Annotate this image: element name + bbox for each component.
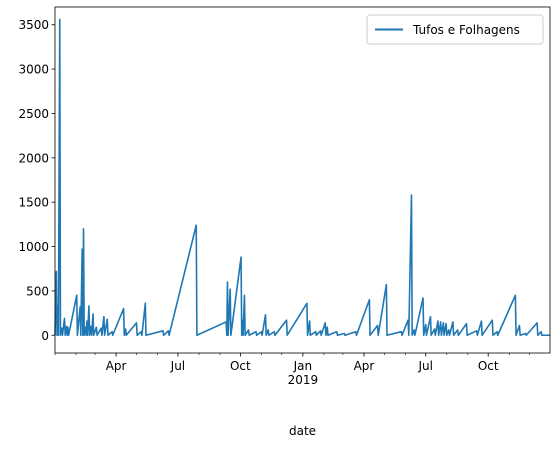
y-tick-label: 3500 — [18, 18, 49, 32]
y-tick-label: 2000 — [18, 151, 49, 165]
plot-area — [55, 7, 550, 353]
x-tick-label: Oct — [478, 359, 499, 373]
legend-label: Tufos e Folhagens — [412, 23, 520, 37]
x-tick-label: Apr — [106, 359, 127, 373]
x-tick-label: Jul — [170, 359, 185, 373]
series-line-tufos-e-folhagens — [54, 18, 550, 337]
x-tick-sublabel: 2019 — [288, 373, 319, 387]
plot-frame — [54, 6, 551, 354]
x-tick-label: Oct — [230, 359, 251, 373]
x-tick-label: Jan — [293, 359, 313, 373]
y-tick-label: 2500 — [18, 107, 49, 121]
x-tick-label: Apr — [354, 359, 375, 373]
y-tick-label: 0 — [41, 329, 49, 343]
y-tick-label: 3000 — [18, 63, 49, 77]
legend-box — [366, 14, 544, 45]
y-axis-ticks: 0 500 1000 1500 2000 2500 3000 3500 — [18, 18, 55, 343]
x-axis-label: date — [289, 424, 316, 438]
y-tick-label: 1000 — [18, 240, 49, 254]
x-tick-label: Jul — [417, 359, 432, 373]
y-tick-label: 1500 — [18, 196, 49, 210]
y-tick-label: 500 — [26, 284, 49, 298]
legend: Tufos e Folhagens — [366, 14, 544, 45]
